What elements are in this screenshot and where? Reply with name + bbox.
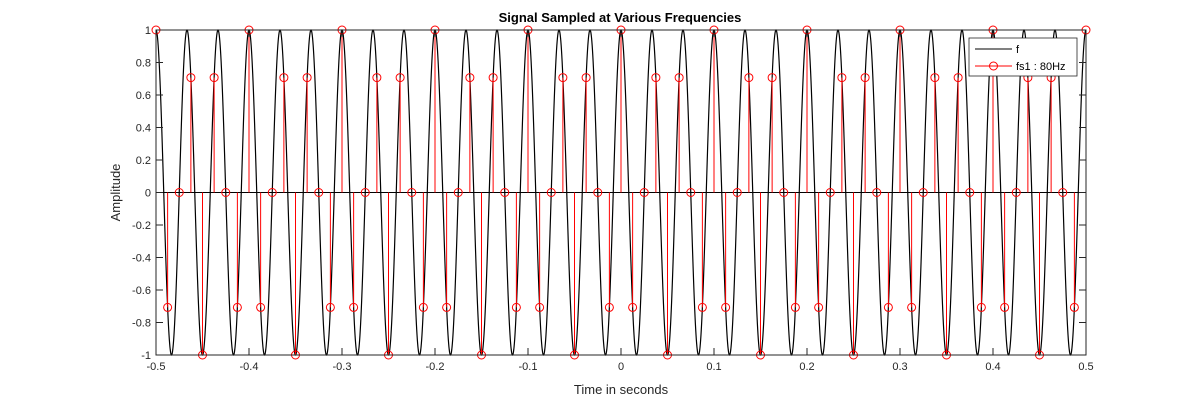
sample-point: [814, 302, 824, 312]
sample-point: [860, 73, 870, 83]
x-tick-label: 0: [618, 361, 624, 373]
sample-point: [256, 302, 266, 312]
plot-area: -0.5 -0.4 -0.3 -0.2 -0.1 0 0.1 0.2 0.3 0.4 0.5 -1 -0…: [132, 25, 1094, 373]
y-tick-label: 1: [145, 25, 151, 37]
legend: f fs1 : 80Hz: [968, 37, 1078, 77]
sample-point: [872, 188, 882, 197]
sample-point: [186, 73, 196, 83]
chart-title: Signal Sampled at Various Frequencies: [499, 10, 742, 25]
y-tick-label: 0: [145, 188, 151, 200]
sample-point: [779, 188, 789, 197]
sample-point: [651, 73, 661, 83]
sample-point: [314, 188, 324, 197]
legend-box: [968, 37, 1078, 77]
y-tick-label: 0.4: [136, 123, 151, 135]
y-tick-label: -0.8: [132, 318, 151, 330]
sample-point: [639, 188, 649, 197]
sample-point: [628, 302, 638, 312]
x-tick-label: 0.2: [799, 361, 814, 373]
sample-point: [302, 73, 312, 83]
y-tick-label: 0.8: [136, 58, 151, 70]
sample-point: [744, 73, 754, 83]
sample-point: [965, 188, 975, 197]
sample-point: [604, 302, 614, 312]
sample-point: [395, 73, 405, 83]
sample-point: [1000, 302, 1010, 312]
y-tick-label: -0.6: [132, 285, 151, 297]
y-axis-label: Amplitude: [108, 164, 123, 222]
y-tick-label: -0.4: [132, 253, 151, 265]
x-tick-label: 0.5: [1078, 361, 1093, 373]
y-tick-label: -1: [141, 350, 151, 362]
sample-point: [511, 302, 521, 312]
sample-point: [442, 302, 452, 312]
sample-point: [500, 188, 510, 197]
sample-point: [325, 302, 335, 312]
sample-point: [174, 188, 184, 197]
sample-point: [581, 73, 591, 83]
sample-point: [488, 73, 498, 83]
x-axis-label: Time in seconds: [574, 382, 669, 397]
legend-label-f: f: [1016, 44, 1020, 56]
sample-point: [418, 302, 428, 312]
sample-point: [453, 188, 463, 197]
sample-point: [790, 302, 800, 312]
sample-point: [721, 302, 731, 312]
y-tick-label: 0.6: [136, 90, 151, 102]
sample-point: [593, 188, 603, 197]
x-tick-label: 0.3: [892, 361, 907, 373]
sample-point: [407, 188, 417, 197]
sample-point: [465, 73, 475, 83]
sample-point: [360, 188, 370, 197]
x-tick-label: -0.1: [519, 361, 538, 373]
sample-point: [837, 73, 847, 83]
sample-point: [1011, 188, 1021, 197]
x-tick-label: -0.2: [426, 361, 445, 373]
legend-marker-fs1: [989, 61, 998, 71]
y-tick-label: -0.2: [132, 220, 151, 232]
sample-point: [546, 188, 556, 197]
sample-point: [279, 73, 289, 83]
sample-point: [976, 302, 986, 312]
axis-ticks: -0.5 -0.4 -0.3 -0.2 -0.1 0 0.1 0.2 0.3 0.4 0.5 -1 -0…: [132, 25, 1094, 373]
sample-point: [883, 302, 893, 312]
sample-point: [267, 188, 277, 197]
x-tick-label: 0.1: [706, 361, 721, 373]
sample-point: [686, 188, 696, 197]
x-tick-label: -0.3: [333, 361, 352, 373]
sample-point: [372, 73, 382, 83]
sample-point: [1058, 188, 1068, 197]
sample-point: [558, 73, 568, 83]
sample-point: [732, 188, 742, 197]
sample-point: [918, 188, 928, 197]
sample-point: [697, 302, 707, 312]
sample-point: [953, 73, 963, 83]
sample-point: [163, 302, 173, 312]
sample-point: [674, 73, 684, 83]
sample-point: [930, 73, 940, 83]
sample-point: [232, 302, 242, 312]
x-tick-label: -0.5: [147, 361, 166, 373]
sample-point: [221, 188, 231, 197]
sample-point: [1069, 302, 1079, 312]
sample-point: [767, 73, 777, 83]
legend-label-fs1: fs1 : 80Hz: [1016, 61, 1066, 73]
x-tick-label: -0.4: [240, 361, 259, 373]
x-tick-label: 0.4: [985, 361, 1000, 373]
sample-point: [349, 302, 359, 312]
sample-point: [209, 73, 219, 83]
y-tick-label: 0.2: [136, 155, 151, 167]
sample-point: [907, 302, 917, 312]
sample-point: [535, 302, 545, 312]
sample-point: [825, 188, 835, 197]
